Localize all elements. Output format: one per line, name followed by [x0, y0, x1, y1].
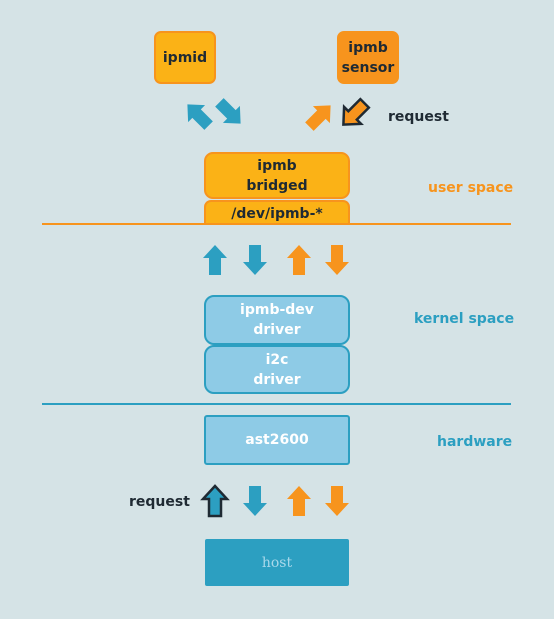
user-space-label: user space — [428, 180, 514, 196]
arrow-sensor-up-icon — [300, 96, 340, 136]
kernel-space-label: kernel space — [414, 311, 515, 327]
arrow-ipmid-up-icon — [178, 95, 218, 135]
request-label-bottom: request — [129, 494, 190, 510]
arrow-mid-orange-down-icon — [325, 245, 349, 275]
arrow-bottom-request-up-icon — [201, 484, 229, 518]
host-box: host — [205, 539, 349, 586]
arrow-bottom-teal-down-icon — [243, 486, 267, 516]
arrow-mid-orange-up-icon — [287, 245, 311, 275]
arrow-mid-teal-up-icon — [203, 245, 227, 275]
ipmb-bridged-box: ipmb bridged — [204, 152, 350, 199]
arrow-mid-teal-down-icon — [243, 245, 267, 275]
ast2600-box: ast2600 — [204, 415, 350, 465]
arrow-bottom-orange-up-icon — [287, 486, 311, 516]
ipmid-box: ipmid — [154, 31, 216, 84]
dev-ipmb-box: /dev/ipmb-* — [204, 200, 350, 225]
i2c-driver-box: i2c driver — [204, 345, 350, 394]
arrow-ipmid-down-icon — [210, 93, 250, 133]
hardware-label: hardware — [437, 434, 513, 450]
kernel-space-divider — [42, 403, 511, 405]
request-label-top: request — [388, 109, 449, 125]
ipmb-sensor-box: ipmb sensor — [337, 31, 399, 84]
arrow-sensor-request-icon — [333, 93, 375, 135]
arrow-bottom-orange-down-icon — [325, 486, 349, 516]
ipmb-dev-driver-box: ipmb-dev driver — [204, 295, 350, 345]
user-space-divider — [42, 223, 511, 225]
